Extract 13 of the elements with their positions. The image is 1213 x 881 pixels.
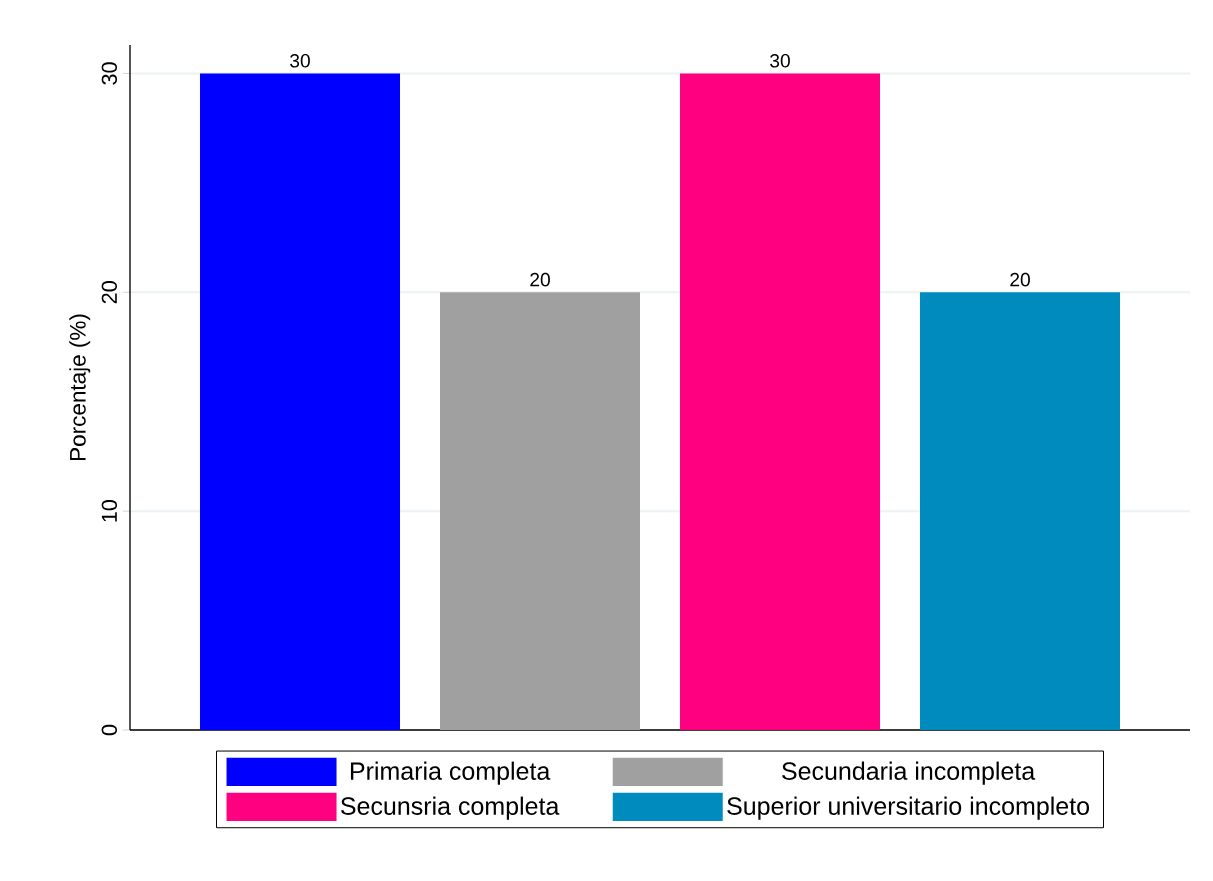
legend-label: Secundaria incompleta: [782, 761, 1036, 785]
legend-label: Secunsria completa: [340, 796, 560, 820]
data-label: 20: [530, 272, 550, 287]
data-label: 20: [1010, 272, 1030, 287]
legend-label: Primaria completa: [350, 761, 551, 785]
y-tick-label: 0: [101, 724, 117, 736]
data-label: 30: [770, 53, 790, 68]
data-label: 30: [290, 53, 310, 68]
y-axis-title: Porcentaje (%): [69, 314, 91, 461]
legend-label: Superior universitario incompleto: [727, 796, 1090, 820]
y-tick-label: 10: [101, 499, 117, 522]
y-tick-label: 20: [101, 281, 117, 304]
y-tick-label: 30: [101, 62, 117, 85]
